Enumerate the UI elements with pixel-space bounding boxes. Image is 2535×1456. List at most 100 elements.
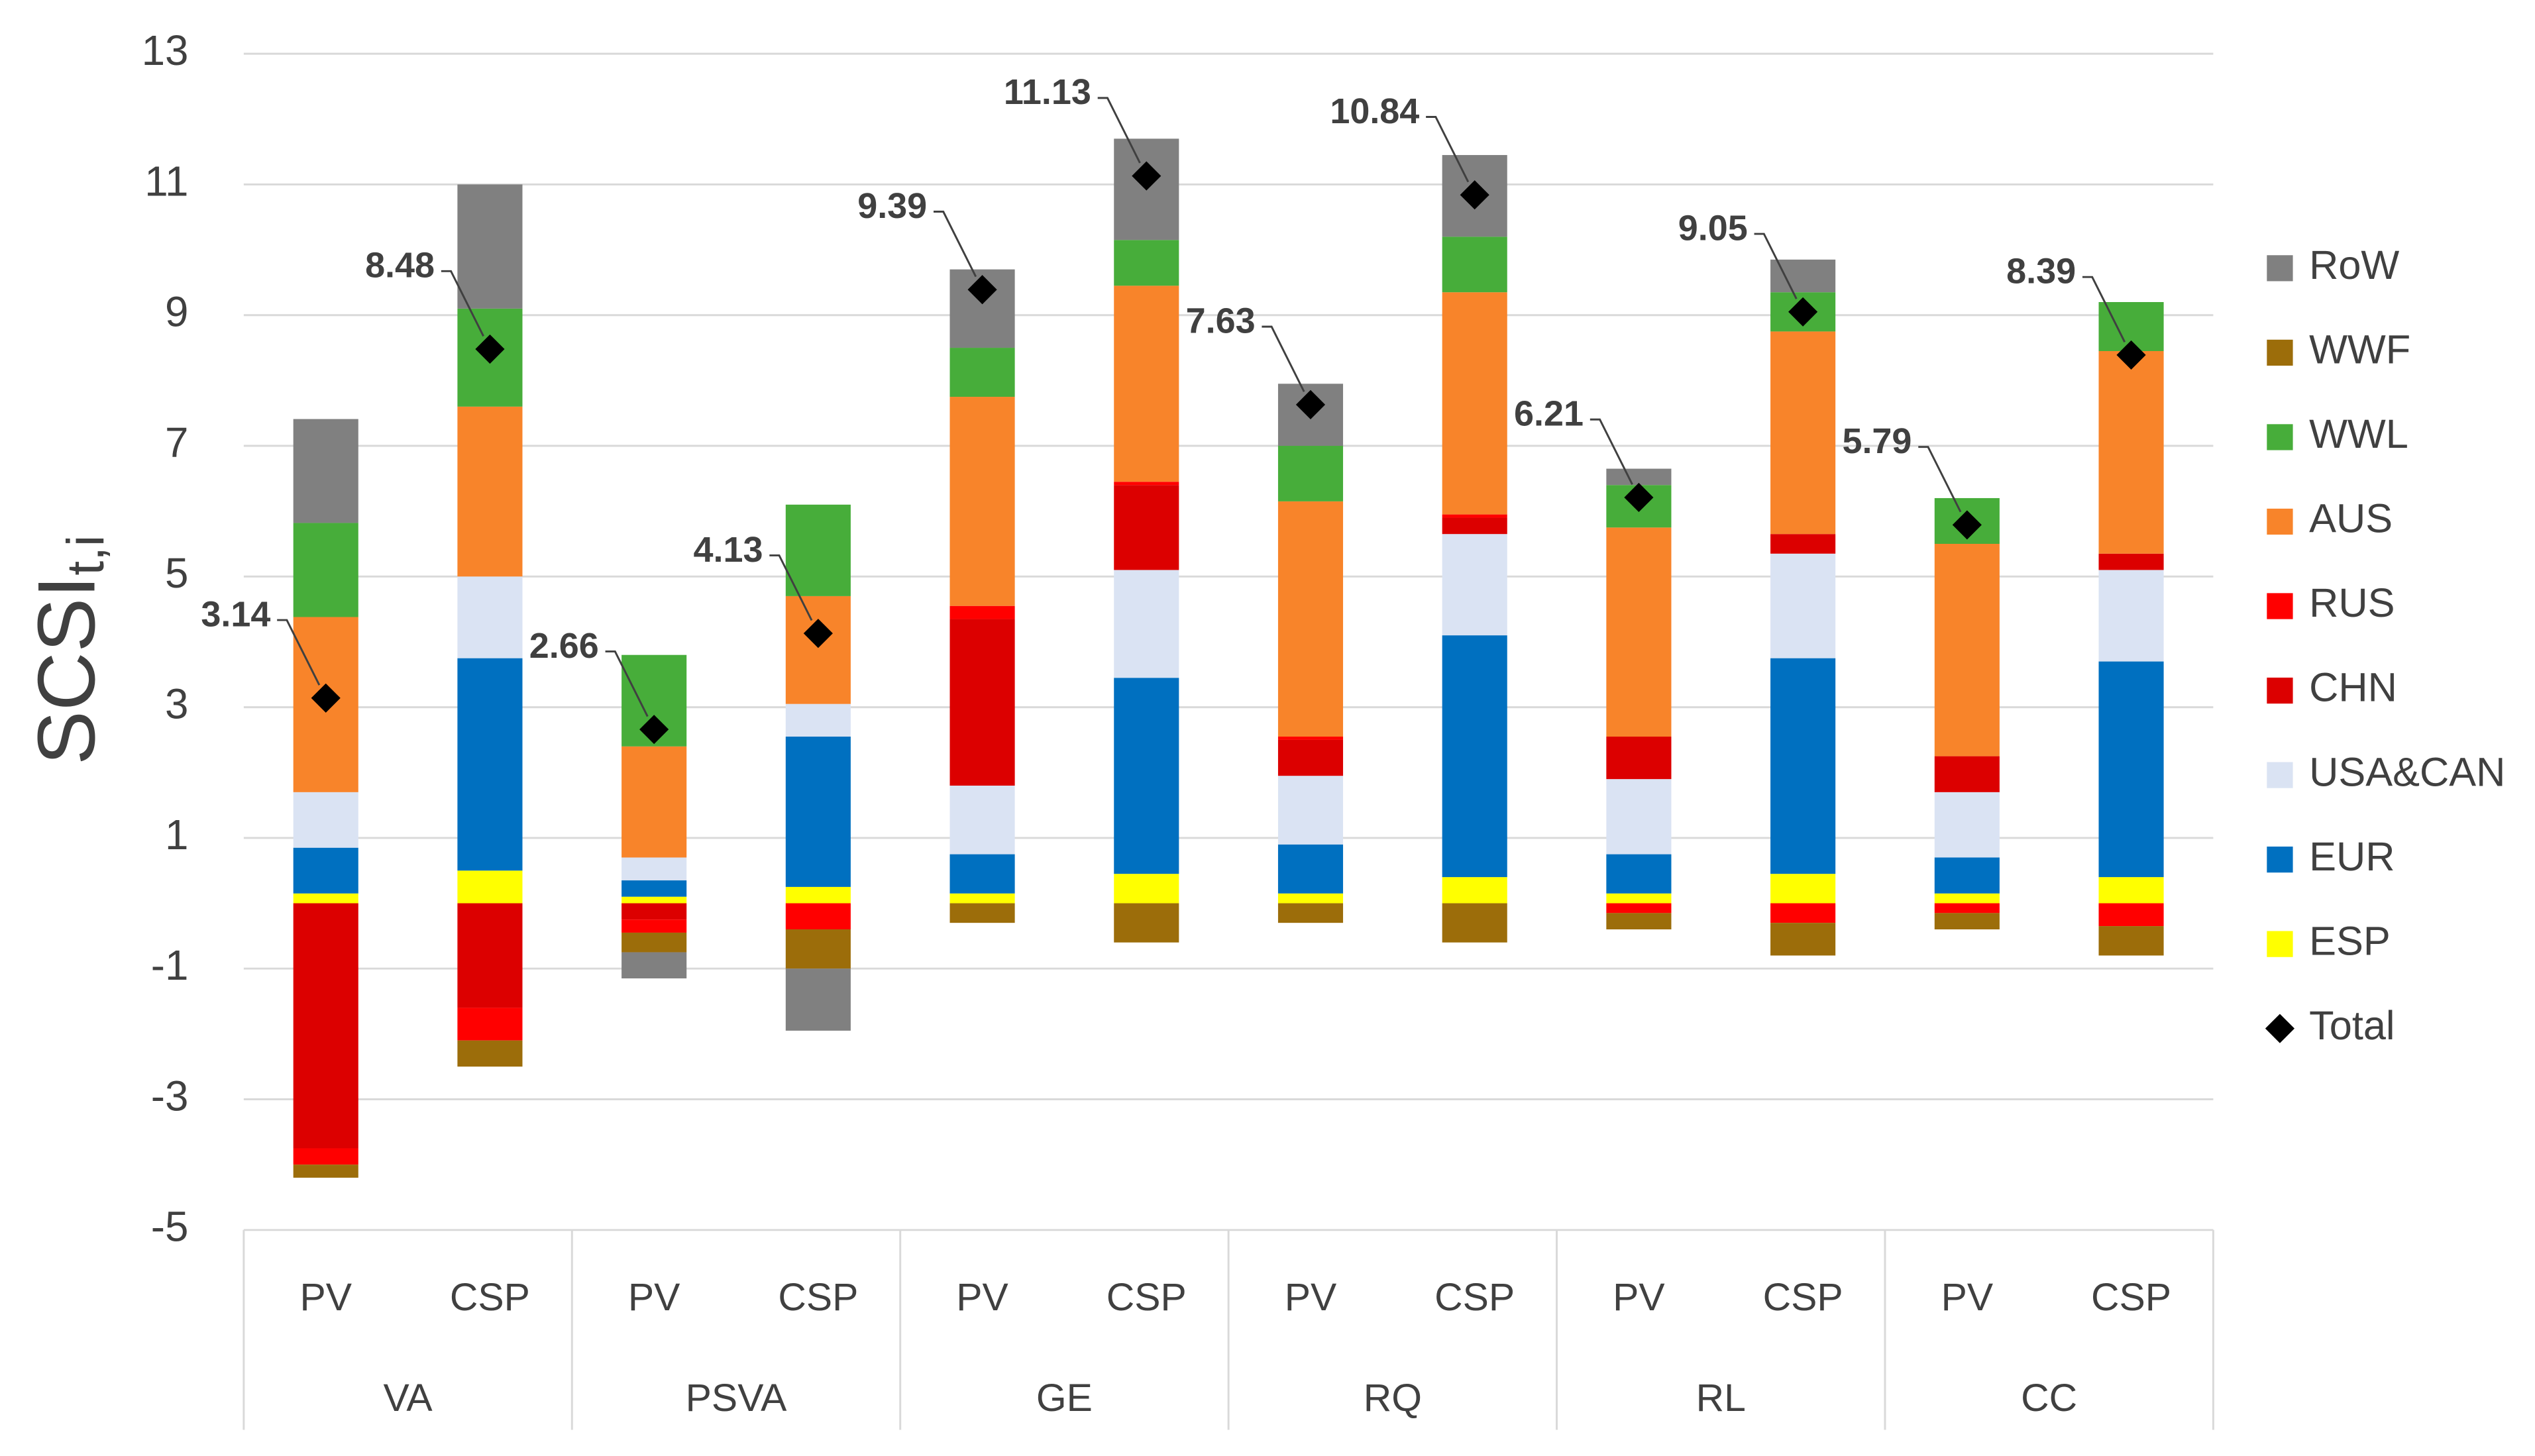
label-leader	[769, 554, 813, 621]
bar-segment	[621, 919, 687, 933]
bar-segment	[2098, 661, 2164, 878]
y-tick-label: -5	[151, 1203, 189, 1251]
total-marker	[1460, 180, 1489, 210]
legend-swatch	[2267, 762, 2293, 788]
y-tick-label: -1	[151, 941, 189, 989]
legend-swatch	[2267, 593, 2293, 619]
bar-segment	[457, 658, 523, 871]
bar-segment	[949, 605, 1015, 619]
bar-segment	[293, 792, 358, 848]
x-tick-label: PV	[1941, 1276, 1994, 1319]
x-tick-label: CSP	[2091, 1276, 2171, 1319]
bar-segment	[1442, 292, 1507, 515]
bar-segment	[2098, 553, 2164, 570]
bar-segment	[1606, 468, 1672, 486]
total-marker	[1295, 390, 1326, 419]
bar-segment	[1770, 874, 1836, 904]
x-tick-label: CSP	[450, 1276, 530, 1319]
label-leader	[1590, 418, 1633, 485]
bar-segment	[1770, 658, 1836, 874]
bar-segment	[1770, 534, 1836, 554]
x-tick-label: PV	[299, 1276, 352, 1319]
legend-swatch	[2267, 931, 2293, 957]
y-axis-label: SCSIt,i	[21, 535, 115, 765]
bar-segment	[1114, 570, 1179, 678]
bar-segment	[1606, 903, 1672, 913]
bar-segment	[1934, 893, 2000, 904]
bar-segment	[293, 903, 358, 1149]
bar-segment	[293, 1148, 358, 1165]
bar-segment	[1114, 678, 1179, 874]
bar-segment	[785, 737, 851, 887]
x-tick-label: CSP	[1434, 1276, 1515, 1319]
total-marker	[1952, 510, 1982, 540]
x-tick-label: PV	[1613, 1276, 1665, 1319]
bar-segment	[1606, 779, 1672, 855]
legend-swatch	[2267, 677, 2293, 704]
bar-segment	[1114, 482, 1179, 486]
bar-segment	[621, 952, 687, 979]
x-tick-label: CSP	[778, 1276, 858, 1319]
total-label: 6.21	[1514, 394, 1584, 434]
group-label: RL	[1696, 1377, 1746, 1420]
x-tick-label: PV	[628, 1276, 680, 1319]
total-label: 7.63	[1186, 301, 1256, 340]
total-label: 5.79	[1842, 421, 1912, 461]
label-leader	[2082, 276, 2126, 342]
bar-segment	[1934, 903, 2000, 913]
label-leader	[1262, 325, 1305, 392]
bar-segment	[785, 929, 851, 969]
bar-segment	[2098, 877, 2164, 904]
x-tick-label: PV	[1285, 1276, 1337, 1319]
label-leader	[441, 270, 484, 337]
group-label: RQ	[1364, 1377, 1422, 1420]
bar-segment	[1442, 534, 1507, 636]
bar-segment	[1277, 844, 1344, 894]
total-label: 8.39	[2006, 252, 2076, 291]
label-leader	[1097, 97, 1141, 164]
bar-segment	[457, 576, 523, 658]
bar-segment	[621, 746, 687, 858]
legend-label: AUS	[2309, 495, 2393, 541]
bar-segment	[1277, 776, 1344, 845]
y-tick-label: 3	[165, 680, 188, 727]
total-marker	[1624, 482, 1654, 513]
bar-segment	[1606, 913, 1672, 930]
bar-segment	[785, 596, 851, 704]
x-tick-label: CSP	[1106, 1276, 1187, 1319]
x-tick-label: CSP	[1763, 1276, 1843, 1319]
bar-segment	[1277, 501, 1344, 737]
bar-segment	[457, 406, 523, 577]
bar-segment	[1934, 756, 2000, 792]
legend-label: USA&CAN	[2309, 749, 2505, 794]
bar-segment	[949, 619, 1015, 786]
y-tick-label: 13	[142, 26, 189, 74]
total-label: 2.66	[529, 626, 599, 666]
bar-segment	[293, 523, 358, 617]
legend-label: RUS	[2309, 580, 2395, 625]
bar-segment	[1114, 240, 1179, 286]
bar-segment	[1114, 485, 1179, 570]
bar-segment	[2098, 350, 2164, 554]
total-marker	[2116, 340, 2146, 370]
legend-swatch	[2267, 424, 2293, 450]
total-label: 11.13	[1004, 72, 1091, 112]
y-tick-label: 7	[165, 419, 188, 466]
y-tick-label: 11	[144, 157, 188, 205]
bar-segment	[1277, 446, 1344, 501]
y-tick-label: 1	[165, 811, 188, 858]
bar-segment	[1606, 737, 1672, 780]
bar-segment	[1277, 893, 1344, 904]
bar-segment	[1277, 739, 1344, 776]
bar-segment	[1770, 923, 1836, 956]
bar-segment	[1770, 331, 1836, 535]
legend-label: WWL	[2309, 411, 2408, 456]
bar-segment	[949, 854, 1015, 894]
bar-segment	[457, 1008, 523, 1041]
bar-segment	[293, 1165, 358, 1178]
bar-segment	[457, 1040, 523, 1067]
legend-label: CHN	[2309, 664, 2397, 710]
bar-segment	[2098, 903, 2164, 927]
group-label: VA	[384, 1377, 433, 1420]
bar-segment	[1770, 259, 1836, 293]
